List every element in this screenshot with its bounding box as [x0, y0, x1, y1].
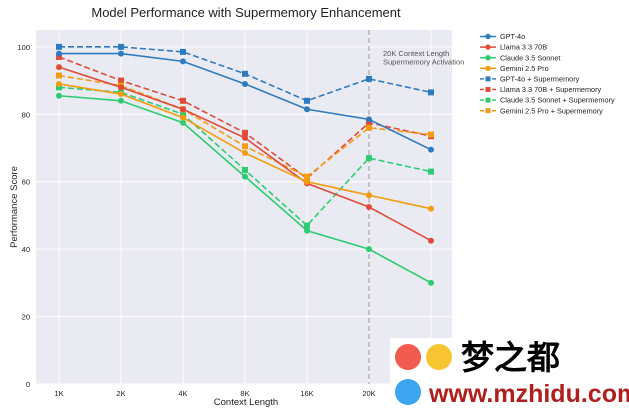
x-tick-label: 8K — [240, 389, 249, 398]
data-point-gpt-4o — [428, 146, 434, 153]
data-point-claude-3-5-sonnet — [304, 227, 310, 234]
data-point-gemini-2-5-pro-supermemory — [242, 143, 248, 150]
data-point-llama-3-3-70b-supermemory — [180, 97, 186, 104]
legend-label-gpt-4o-supermemory: GPT-4o + Supermemory — [500, 75, 580, 84]
data-point-gpt-4o-supermemory — [304, 97, 310, 104]
data-point-claude-3-5-sonnet-supermemory — [366, 155, 372, 162]
watermark-logo-yellow-icon — [426, 344, 452, 370]
activation-annotation: 20K Context Length — [383, 49, 449, 58]
data-point-gpt-4o-supermemory — [366, 75, 372, 82]
data-point-gpt-4o-supermemory — [56, 43, 62, 50]
data-point-gemini-2-5-pro — [118, 91, 124, 98]
data-point-gpt-4o — [366, 116, 372, 123]
legend-marker-claude-3-5-sonnet-supermemory — [485, 97, 491, 103]
watermark: 梦之都 www.mzhidu.com — [390, 338, 629, 409]
data-point-llama-3-3-70b — [428, 237, 434, 244]
legend-marker-gemini-2-5-pro-supermemory — [485, 108, 491, 114]
data-point-gemini-2-5-pro — [242, 150, 248, 157]
data-point-claude-3-5-sonnet — [56, 92, 62, 99]
y-axis-label: Performance Score — [9, 166, 20, 248]
data-point-gemini-2-5-pro — [180, 114, 186, 121]
data-point-gemini-2-5-pro-supermemory — [366, 124, 372, 131]
legend-label-gpt-4o: GPT-4o — [500, 32, 525, 41]
x-axis-label: Context Length — [214, 397, 278, 408]
legend-label-claude-3-5-sonnet-supermemory: Claude 3.5 Sonnet + Supermemory — [500, 96, 615, 105]
data-point-gpt-4o — [180, 58, 186, 65]
legend-label-claude-3-5-sonnet: Claude 3.5 Sonnet — [500, 53, 560, 62]
watermark-text: 梦之都 — [461, 339, 560, 376]
legend-label-llama-3-3-70b: Llama 3.3 70B — [500, 43, 547, 52]
legend-marker-gpt-4o — [485, 33, 491, 40]
y-tick-label: 0 — [26, 380, 30, 389]
legend-marker-claude-3-5-sonnet — [485, 55, 491, 61]
data-point-gpt-4o — [304, 106, 310, 113]
data-point-claude-3-5-sonnet-supermemory — [180, 111, 186, 118]
legend-marker-gemini-2-5-pro — [485, 65, 491, 72]
data-point-gemini-2-5-pro — [428, 205, 434, 212]
data-point-claude-3-5-sonnet — [180, 119, 186, 126]
data-point-gpt-4o-supermemory — [428, 89, 434, 96]
data-point-gemini-2-5-pro — [56, 80, 62, 87]
plot-area — [36, 30, 452, 384]
data-point-gpt-4o — [118, 50, 124, 57]
data-point-llama-3-3-70b — [366, 204, 372, 210]
x-tick-label: 4K — [178, 389, 187, 398]
y-tick-label: 20 — [22, 313, 30, 322]
data-point-llama-3-3-70b-supermemory — [366, 119, 372, 126]
data-point-llama-3-3-70b — [242, 134, 248, 141]
data-point-claude-3-5-sonnet-supermemory — [56, 84, 62, 91]
data-point-llama-3-3-70b — [180, 106, 186, 113]
data-point-claude-3-5-sonnet — [366, 246, 372, 253]
data-point-claude-3-5-sonnet-supermemory — [304, 222, 310, 229]
data-point-gpt-4o-supermemory — [180, 48, 186, 55]
x-tick-label: 2K — [116, 389, 125, 398]
data-point-gemini-2-5-pro-supermemory — [56, 72, 62, 79]
watermark-logo-blue-icon — [395, 379, 421, 405]
y-tick-label: 100 — [17, 43, 30, 52]
activation-annotation: Supermemory Activation — [383, 58, 464, 67]
data-point-llama-3-3-70b — [56, 64, 62, 71]
data-point-llama-3-3-70b — [118, 84, 124, 91]
data-point-claude-3-5-sonnet — [428, 279, 434, 286]
x-tick-label: 20K — [362, 389, 375, 398]
data-point-llama-3-3-70b-supermemory — [56, 53, 62, 60]
y-tick-label: 60 — [22, 178, 30, 187]
legend-marker-llama-3-3-70b — [485, 44, 491, 50]
legend-marker-llama-3-3-70b-supermemory — [485, 87, 491, 92]
data-point-llama-3-3-70b-supermemory — [118, 77, 124, 84]
y-tick-label: 80 — [22, 110, 30, 119]
data-point-llama-3-3-70b-supermemory — [242, 129, 248, 136]
x-tick-label: 16K — [300, 389, 313, 398]
data-point-gemini-2-5-pro-supermemory — [304, 173, 310, 180]
data-point-gpt-4o-supermemory — [242, 70, 248, 77]
legend-marker-gpt-4o-supermemory — [485, 76, 491, 82]
legend-label-gemini-2-5-pro-supermemory: Gemini 2.5 Pro + Supermemory — [500, 106, 603, 115]
y-tick-label: 40 — [22, 245, 30, 254]
x-tick-label: 1K — [54, 389, 63, 398]
chart-title: Model Performance with Supermemory Enhan… — [91, 5, 401, 20]
data-point-claude-3-5-sonnet — [242, 173, 248, 180]
data-point-gpt-4o-supermemory — [118, 43, 124, 50]
data-point-gpt-4o — [242, 80, 248, 87]
watermark-url: www.mzhidu.com — [428, 380, 629, 408]
data-point-claude-3-5-sonnet-supermemory — [428, 168, 434, 175]
data-point-claude-3-5-sonnet — [118, 97, 124, 104]
legend-label-llama-3-3-70b-supermemory: Llama 3.3 70B + Supermemory — [500, 85, 602, 94]
data-point-gemini-2-5-pro-supermemory — [428, 131, 434, 138]
legend-label-gemini-2-5-pro: Gemini 2.5 Pro — [500, 64, 549, 73]
watermark-logo-red-icon — [395, 344, 421, 370]
data-point-gemini-2-5-pro — [304, 178, 310, 185]
data-point-claude-3-5-sonnet-supermemory — [242, 166, 248, 173]
data-point-gpt-4o — [56, 50, 62, 57]
data-point-gemini-2-5-pro — [366, 192, 372, 199]
